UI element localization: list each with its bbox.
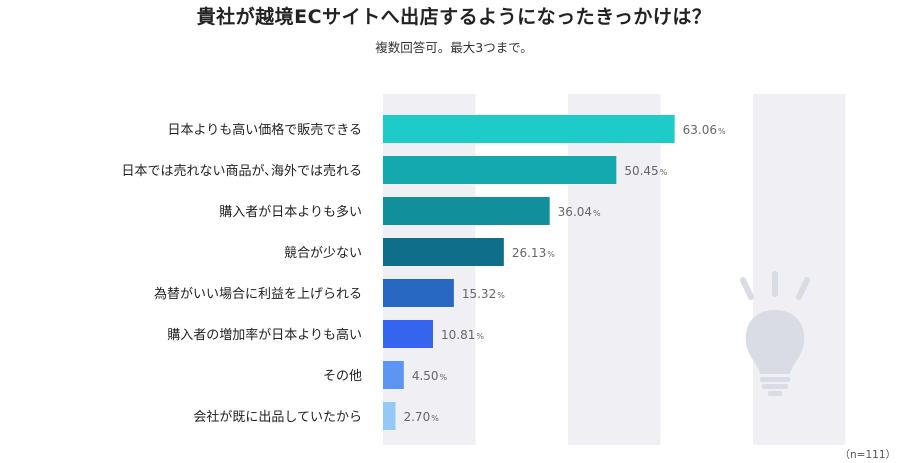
value-unit: %	[718, 127, 726, 136]
bar	[383, 156, 616, 184]
value-unit: %	[497, 291, 505, 300]
bar	[383, 402, 395, 430]
value-label: 26.13%	[512, 246, 555, 260]
category-label: 日本よりも高い価格で販売できる	[168, 122, 362, 138]
bar	[383, 238, 504, 266]
value-label: 50.45%	[624, 164, 667, 178]
bar	[383, 279, 454, 307]
category-label: 購入者が日本よりも多い	[219, 204, 362, 220]
lightbulb-base-ring	[762, 384, 788, 389]
category-labels: 日本よりも高い価格で販売できる日本では売れない商品が､海外では売れる購入者が日本…	[121, 122, 362, 425]
category-label: 日本では売れない商品が､海外では売れる	[121, 163, 362, 179]
value-unit: %	[476, 332, 484, 341]
value-unit: %	[440, 373, 448, 382]
bar	[383, 197, 550, 225]
lightbulb-base-tip	[768, 391, 782, 396]
bar	[383, 361, 404, 389]
value-label: 15.32%	[462, 287, 505, 301]
lightbulb-ray-2	[743, 280, 751, 297]
category-label: その他	[323, 369, 362, 384]
lightbulb-base-ring	[760, 377, 790, 382]
background-band-3	[753, 94, 846, 445]
category-label: 為替がいい場合に利益を上げられる	[154, 286, 362, 302]
category-label: 会社が既に出品していたから	[193, 409, 362, 425]
category-label: 購入者の増加率が日本よりも高い	[167, 327, 362, 343]
value-unit: %	[660, 168, 668, 177]
value-unit: %	[431, 414, 439, 423]
bar	[383, 320, 433, 348]
value-label: 63.06%	[683, 123, 726, 137]
background-band-1	[383, 94, 476, 445]
category-label: 競合が少ない	[284, 246, 362, 261]
sample-size-note: （n=111）	[840, 447, 897, 462]
value-unit: %	[593, 209, 601, 218]
value-label: 10.81%	[441, 328, 484, 342]
bar	[383, 115, 675, 143]
background-band-2	[568, 94, 661, 445]
value-unit: %	[547, 250, 555, 259]
